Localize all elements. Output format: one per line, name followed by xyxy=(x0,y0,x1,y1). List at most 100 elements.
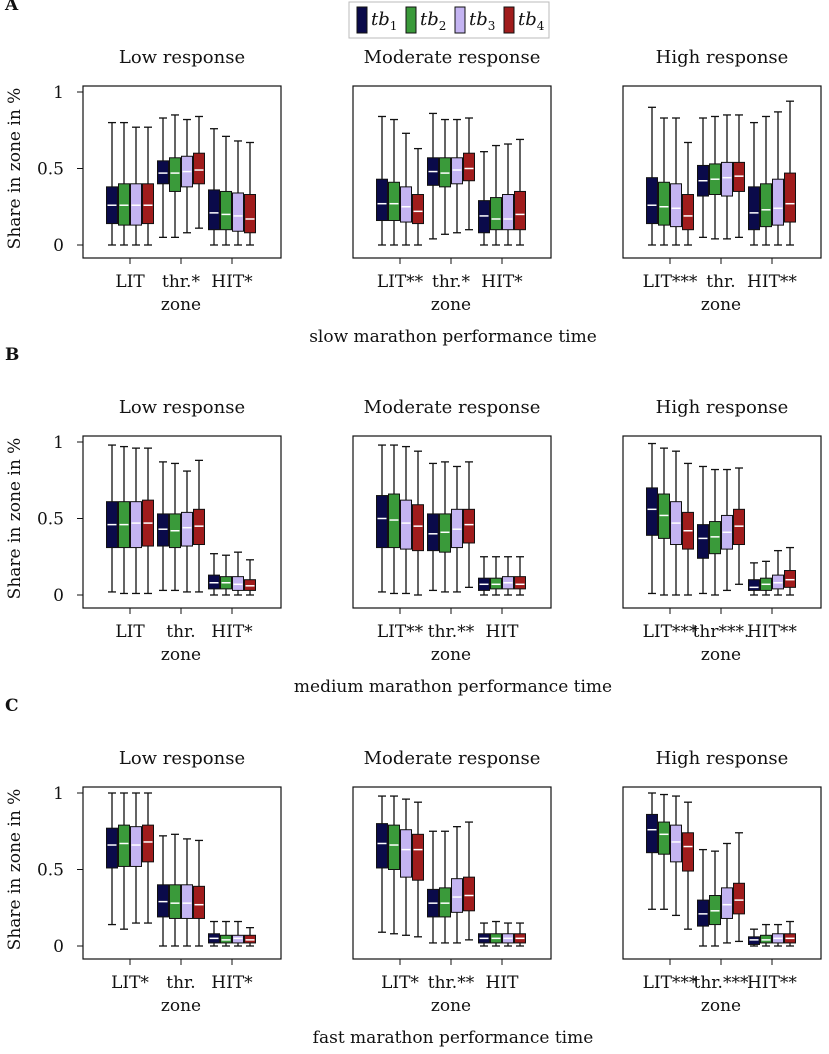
box-tb3 xyxy=(502,143,514,246)
box-tb4 xyxy=(682,462,694,596)
box-body xyxy=(670,183,682,228)
subplot-high-response: High response LIT***thr.***HIT** zone xyxy=(622,748,822,1016)
y-axis-label: Share in zone in % xyxy=(5,438,25,600)
box-body xyxy=(142,824,154,863)
box-tb1 xyxy=(106,121,118,246)
box-body xyxy=(157,160,169,185)
box-tb2 xyxy=(490,144,502,246)
box-tb4 xyxy=(784,920,796,947)
box-body xyxy=(721,161,733,197)
legend: tb1 tb2 tb3 tb4 xyxy=(348,1,550,39)
box-tb1 xyxy=(376,115,388,246)
box-tb3 xyxy=(130,792,142,924)
y-tick-label: 1 xyxy=(53,784,64,804)
plot-frame xyxy=(82,786,282,960)
box-body xyxy=(646,177,658,225)
category-label: HIT* xyxy=(481,272,523,292)
box-tb3 xyxy=(130,126,142,246)
box-tb4 xyxy=(463,461,475,588)
box-tb2 xyxy=(118,792,130,930)
plot-frame xyxy=(622,435,822,609)
box-tb1 xyxy=(646,442,658,595)
subplot-title: Low response xyxy=(119,748,245,769)
box-tb1 xyxy=(157,117,169,239)
box-body xyxy=(646,813,658,854)
box-tb1 xyxy=(208,128,220,246)
box-tb1 xyxy=(376,795,388,933)
box-tb4 xyxy=(142,126,154,246)
box-body xyxy=(784,570,796,588)
subplot-low-response: Low response 0 0.5 1 LIT* thr. HIT* zone xyxy=(37,748,282,1016)
box-body xyxy=(760,183,772,228)
box-tb2 xyxy=(118,121,130,246)
box-tb4 xyxy=(733,467,745,585)
x-axis-label: zone xyxy=(161,645,201,665)
category-label: thr.** xyxy=(428,622,475,642)
box-tb3 xyxy=(181,470,193,593)
box-body xyxy=(412,504,424,552)
box-tb2 xyxy=(658,447,670,596)
subplot-title: High response xyxy=(656,748,789,769)
box-body xyxy=(400,829,412,878)
legend-item-tb1: tb1 xyxy=(356,6,398,34)
subplot-title: Low response xyxy=(119,397,245,418)
x-axis-label: zone xyxy=(431,996,471,1016)
box-tb4 xyxy=(244,141,256,246)
legend-sub-tb1: 1 xyxy=(390,19,398,33)
plot-frame xyxy=(622,786,822,960)
row-title: fast marathon performance time xyxy=(313,1028,594,1048)
box-body xyxy=(181,511,193,547)
subplot-moderate-response: Moderate response LIT** thr.* HIT* zone xyxy=(352,47,552,315)
y-tick-label: 0.5 xyxy=(37,160,64,180)
box-body xyxy=(439,513,451,553)
box-tb2 xyxy=(439,830,451,944)
box-tb3 xyxy=(721,842,733,944)
box-body xyxy=(181,884,193,919)
box-tb2 xyxy=(388,444,400,595)
box-body xyxy=(388,181,400,222)
box-tb4 xyxy=(244,559,256,596)
x-axis-label: zone xyxy=(431,645,471,665)
y-axis-label: Share in zone in % xyxy=(5,88,25,250)
box-body xyxy=(682,832,694,872)
box-body xyxy=(682,194,694,231)
box-body xyxy=(748,186,760,231)
category-label: HIT** xyxy=(747,622,797,642)
subplot-title: Low response xyxy=(119,47,245,68)
category-label: thr. xyxy=(166,622,195,642)
x-axis-label: zone xyxy=(161,996,201,1016)
box-body xyxy=(244,194,256,234)
box-tb4 xyxy=(193,839,205,947)
legend-sub-tb2: 2 xyxy=(439,19,447,33)
box-tb3 xyxy=(232,551,244,596)
box-tb4 xyxy=(244,926,256,947)
box-body xyxy=(784,172,796,223)
box-tb2 xyxy=(760,560,772,596)
y-tick-label: 0.5 xyxy=(37,510,64,530)
box-body xyxy=(193,508,205,546)
box-body xyxy=(157,513,169,547)
plot-frame xyxy=(352,786,552,960)
box-tb2 xyxy=(220,920,232,947)
panel-letter: C xyxy=(5,696,19,716)
box-tb1 xyxy=(697,117,709,239)
box-body xyxy=(772,178,784,226)
box-body xyxy=(208,189,220,231)
box-tb1 xyxy=(646,106,658,246)
subplot-moderate-response: Moderate response LIT* thr.** HIT zone xyxy=(352,748,552,1016)
legend-sub-tb3: 3 xyxy=(488,19,496,33)
subplot-title: High response xyxy=(656,47,789,68)
subplot-title: Moderate response xyxy=(364,397,541,418)
box-tb4 xyxy=(142,792,154,924)
box-body xyxy=(733,508,745,546)
box-tb3 xyxy=(232,920,244,947)
box-body xyxy=(478,200,490,234)
box-body xyxy=(451,157,463,185)
box-tb1 xyxy=(106,792,118,926)
box-body xyxy=(646,487,658,536)
box-tb1 xyxy=(157,461,169,592)
box-body xyxy=(169,884,181,919)
box-tb2 xyxy=(439,461,451,593)
plot-frame xyxy=(82,435,282,609)
